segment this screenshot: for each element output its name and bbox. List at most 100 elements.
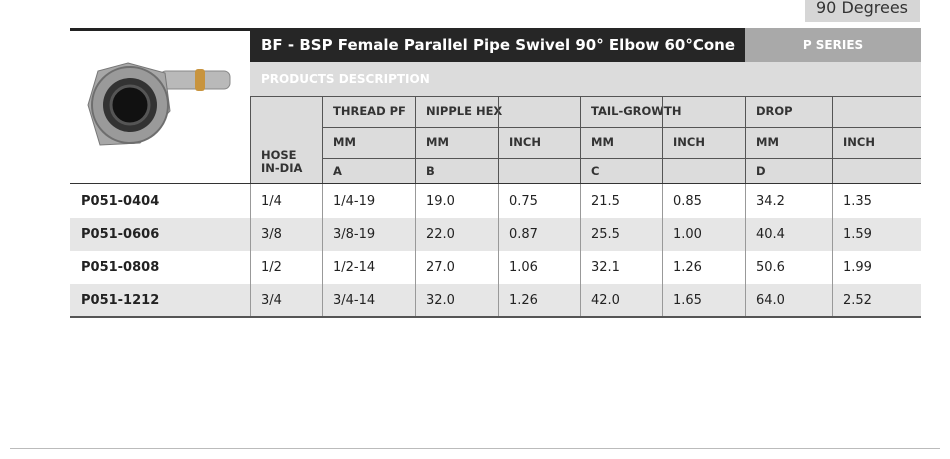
cell: 1.99: [832, 251, 921, 284]
rule: [662, 96, 663, 184]
rule: [498, 251, 499, 284]
group-header: NIPPLE HEX: [415, 96, 580, 127]
letter-header: A: [322, 158, 415, 184]
cell: 3/4-14: [322, 284, 415, 317]
rule: [415, 96, 416, 184]
rule: [745, 218, 746, 251]
rule: [415, 251, 416, 284]
cell: 1.06: [498, 251, 580, 284]
rule: [250, 284, 251, 317]
rule: [662, 218, 663, 251]
part-number: P051-0404: [70, 184, 250, 218]
cell: 1.65: [662, 284, 745, 317]
unit-header: INCH: [832, 127, 921, 158]
rule: [322, 184, 323, 218]
cell: 0.75: [498, 184, 580, 218]
cell: 1/4: [250, 184, 322, 218]
unit-header: INCH: [498, 127, 580, 158]
unit-header: INCH: [662, 127, 745, 158]
letter-header: [498, 158, 580, 184]
rule: [322, 218, 323, 251]
cell: 1.26: [498, 284, 580, 317]
letter-header: C: [580, 158, 662, 184]
part-number: P051-1212: [70, 284, 250, 317]
cell: 50.6: [745, 251, 832, 284]
cell: 40.4: [745, 218, 832, 251]
cell: 3/4: [250, 284, 322, 317]
cell: 3/8-19: [322, 218, 415, 251]
rule: [832, 96, 833, 184]
rule: [662, 184, 663, 218]
rule: [250, 184, 251, 218]
letter-header: B: [415, 158, 498, 184]
cell: 1.59: [832, 218, 921, 251]
product-image: [87, 62, 231, 146]
rule: [250, 96, 921, 97]
rule: [70, 316, 921, 318]
rule: [580, 96, 581, 184]
rule: [580, 218, 581, 251]
tab: 90 Degrees: [805, 0, 920, 22]
rule: [498, 96, 499, 184]
cell: 21.5: [580, 184, 662, 218]
rule: [415, 218, 416, 251]
rule: [745, 96, 746, 184]
cell: 19.0: [415, 184, 498, 218]
rule: [415, 284, 416, 317]
rule: [250, 251, 251, 284]
cell: 32.1: [580, 251, 662, 284]
cell: 32.0: [415, 284, 498, 317]
rule: [322, 96, 323, 184]
rule: [832, 184, 833, 218]
rule: [322, 127, 921, 128]
rule: [498, 218, 499, 251]
cell: 42.0: [580, 284, 662, 317]
bottom-rule: [10, 448, 940, 449]
rule: [250, 96, 251, 184]
unit-header: MM: [322, 127, 415, 158]
group-header: THREAD PF: [322, 96, 415, 127]
cell: 1.26: [662, 251, 745, 284]
part-number: P051-0606: [70, 218, 250, 251]
cell: 0.87: [498, 218, 580, 251]
title: BF - BSP Female Parallel Pipe Swivel 90°…: [250, 28, 745, 62]
part-number: P051-0808: [70, 251, 250, 284]
unit-header: MM: [580, 127, 662, 158]
cell: 1.35: [832, 184, 921, 218]
rule: [832, 218, 833, 251]
rule: [580, 184, 581, 218]
cell: 22.0: [415, 218, 498, 251]
series: P SERIES: [745, 28, 921, 62]
cell: 1/4-19: [322, 184, 415, 218]
rule: [498, 184, 499, 218]
rule: [498, 284, 499, 317]
cell: 1/2: [250, 251, 322, 284]
cell: 34.2: [745, 184, 832, 218]
rule: [580, 284, 581, 317]
rule: [580, 251, 581, 284]
rule: [250, 218, 251, 251]
cell: 2.52: [832, 284, 921, 317]
rule: [322, 251, 323, 284]
rule: [662, 284, 663, 317]
rule: [662, 251, 663, 284]
unit-header: MM: [745, 127, 832, 158]
rule: [322, 158, 921, 159]
letter-header: [832, 158, 921, 184]
group-header: DROP: [745, 96, 921, 127]
rule: [745, 284, 746, 317]
letter-header: [662, 158, 745, 184]
rule: [415, 184, 416, 218]
cell: 1/2-14: [322, 251, 415, 284]
top-rule: [70, 28, 250, 31]
cell: 64.0: [745, 284, 832, 317]
rule: [745, 251, 746, 284]
cell: 25.5: [580, 218, 662, 251]
cell: 0.85: [662, 184, 745, 218]
hose-header: HOSE IN-DIA: [250, 96, 322, 184]
letter-header: D: [745, 158, 832, 184]
cell: 27.0: [415, 251, 498, 284]
cell: 1.00: [662, 218, 745, 251]
description: PRODUCTS DESCRIPTION: [250, 62, 921, 96]
